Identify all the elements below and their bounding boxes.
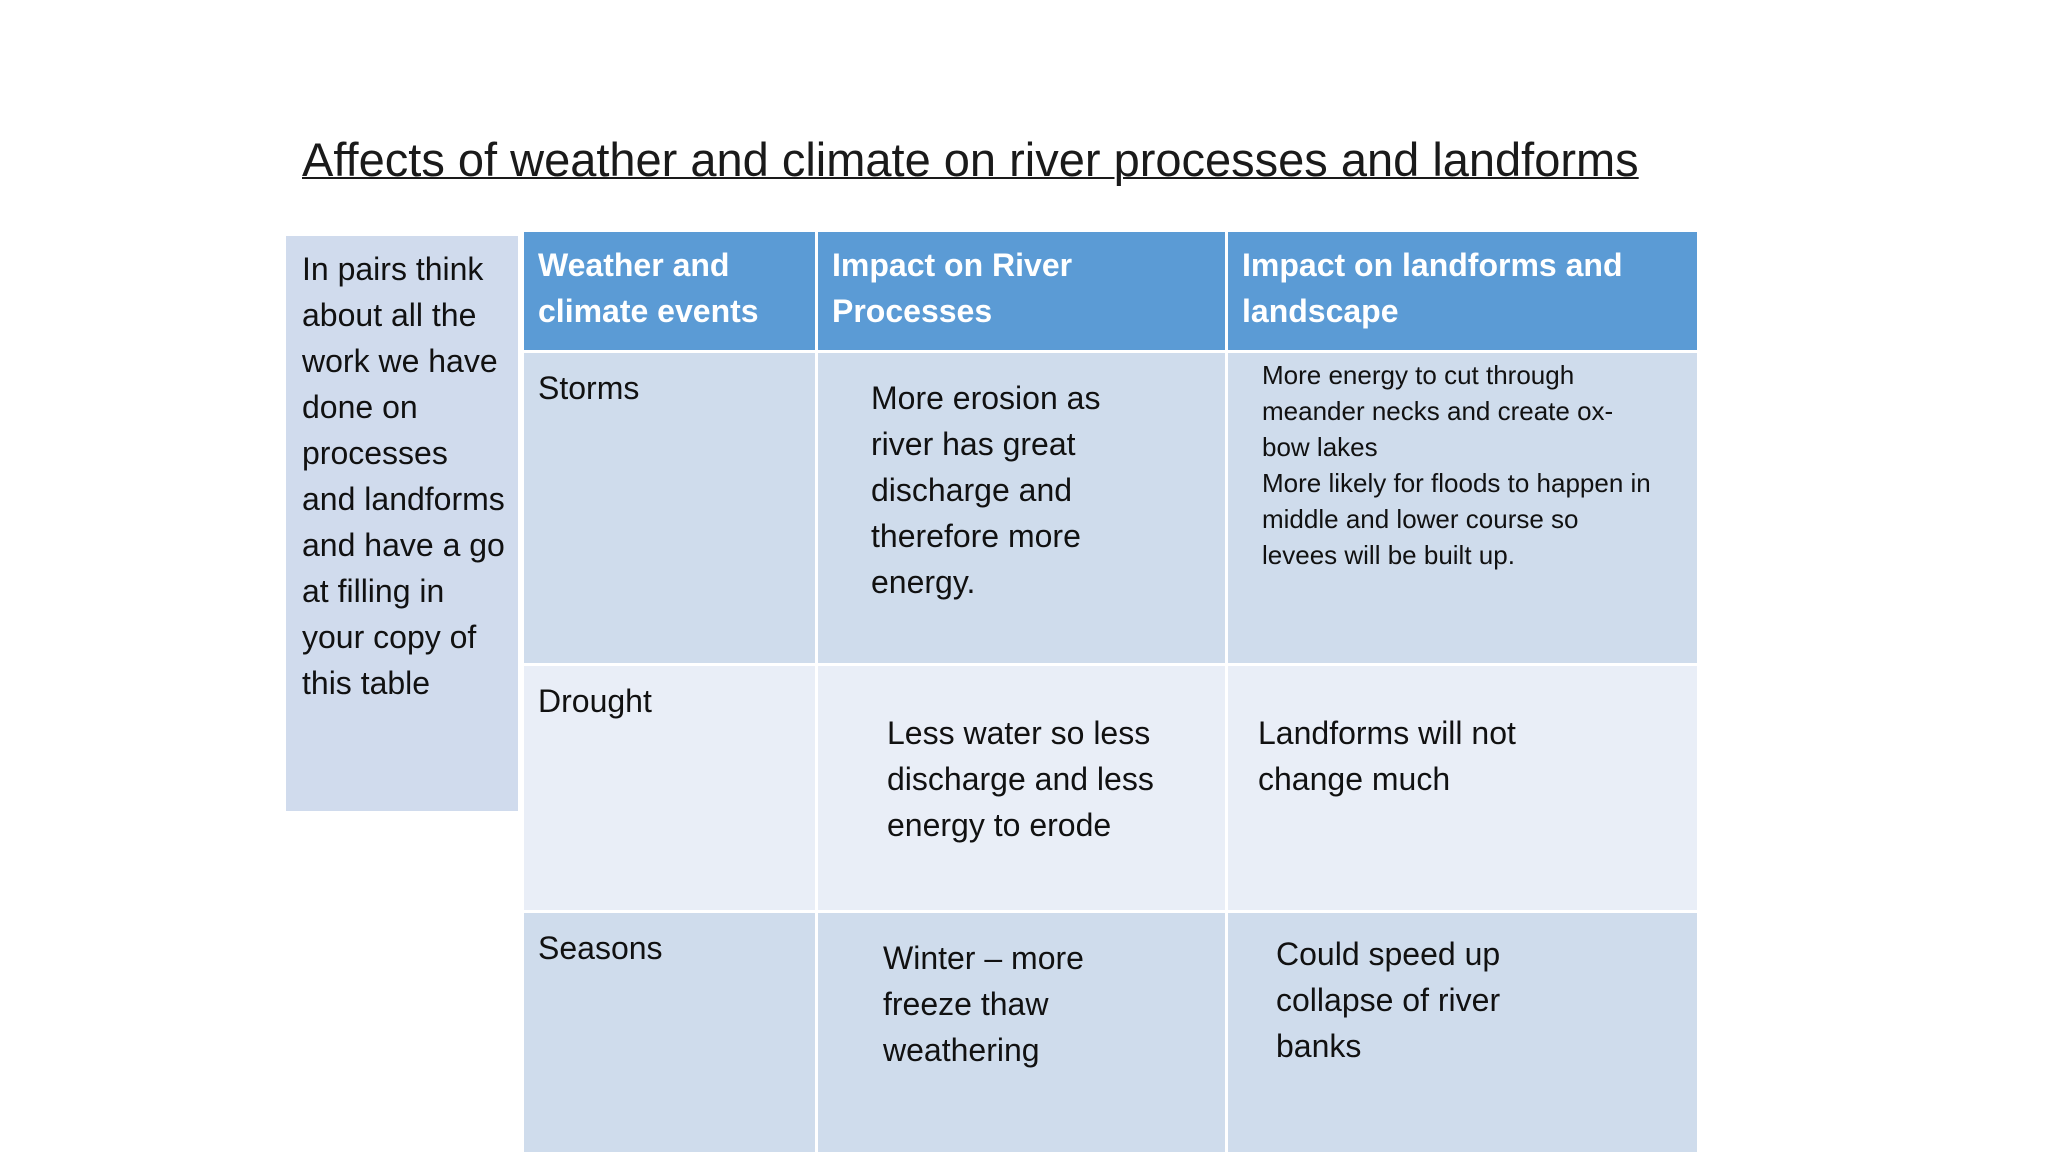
header-cell: Impact on landforms and landscape	[1228, 232, 1697, 350]
table-cell: Winter – more freeze thaw weathering	[818, 913, 1225, 1152]
slide-title: Affects of weather and climate on river …	[302, 133, 1639, 186]
landform-paragraph: Could speed up collapse of river banks	[1276, 936, 1501, 1064]
event-label: Seasons	[538, 930, 663, 966]
landform-paragraph: More likely for floods to happen in midd…	[1262, 468, 1651, 570]
landform-text: More energy to cut through meander necks…	[1262, 357, 1652, 573]
event-label: Storms	[538, 370, 640, 406]
table-cell: Storms	[524, 353, 815, 663]
table-cell: More erosion as river has great discharg…	[818, 353, 1225, 663]
table-cell: Less water so less discharge and less en…	[818, 666, 1225, 910]
process-text: More erosion as river has great discharg…	[871, 380, 1101, 600]
table-cell: Landforms will not change much	[1228, 666, 1697, 910]
header-cell: Weather and climate events	[524, 232, 815, 350]
landform-text: Could speed up collapse of river banks	[1276, 931, 1546, 1069]
landform-paragraph: More energy to cut through meander necks…	[1262, 360, 1614, 462]
process-text: Winter – more freeze thaw weathering	[883, 940, 1084, 1068]
event-label: Drought	[538, 683, 652, 719]
landform-text: Landforms will not change much	[1258, 710, 1588, 802]
header-cell: Impact on River Processes	[818, 232, 1225, 350]
table-cell: Could speed up collapse of river banks	[1228, 913, 1697, 1152]
table-cell: Seasons	[524, 913, 815, 1152]
table-cell: More energy to cut through meander necks…	[1228, 353, 1697, 663]
table-cell: Drought	[524, 666, 815, 910]
process-text: Less water so less discharge and less en…	[887, 715, 1154, 843]
side-note: In pairs think about all the work we hav…	[286, 236, 518, 811]
landform-paragraph: Landforms will not change much	[1258, 715, 1516, 797]
